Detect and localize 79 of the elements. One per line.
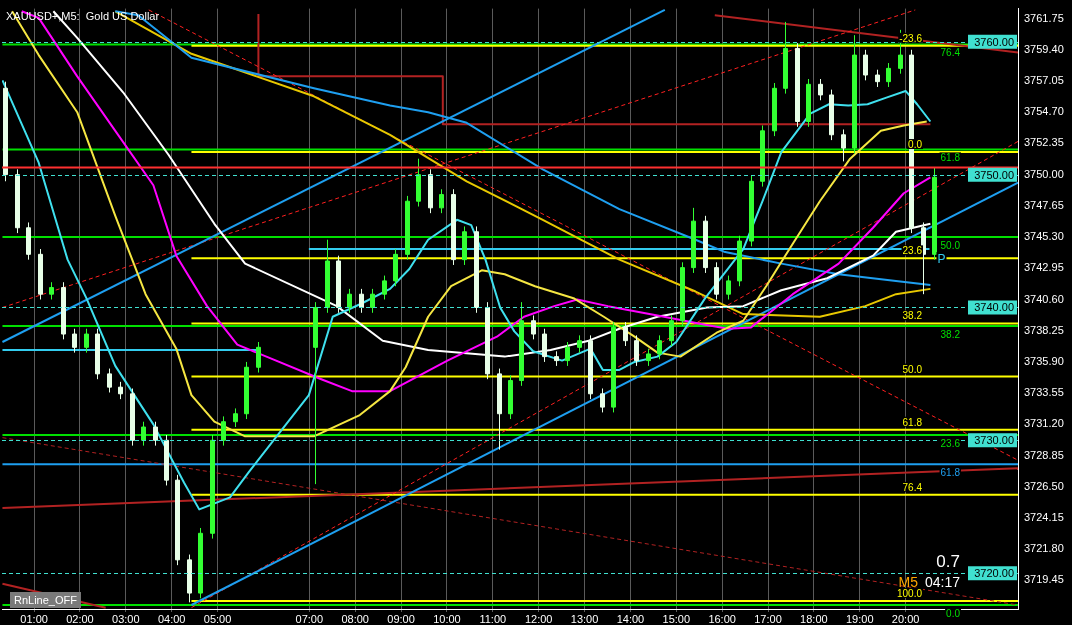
- series-label: 61.8: [940, 152, 961, 164]
- x-tick-label: 11:00: [479, 612, 507, 625]
- x-tick-label: 07:00: [295, 612, 324, 625]
- candlestick: [382, 275, 387, 300]
- candlestick: [474, 225, 479, 314]
- y-tick-label: 3747.65: [1024, 198, 1064, 211]
- x-tick-label: 09:00: [387, 612, 415, 625]
- x-tick-label: 04:00: [157, 612, 186, 625]
- y-tick-label: 3738.25: [1024, 323, 1064, 336]
- annotation: M5: [898, 574, 919, 590]
- annotation: 0.7: [936, 552, 960, 571]
- candlestick: [61, 281, 66, 340]
- x-tick-label: 19:00: [845, 612, 874, 625]
- candlestick: [187, 554, 192, 603]
- x-tick-label: 20:00: [891, 612, 920, 625]
- annotation: 04:17: [924, 574, 961, 590]
- series-label: 23.6: [902, 245, 923, 257]
- series-label: 76.4: [902, 481, 923, 493]
- y-tick-label: 3750.00: [1024, 167, 1064, 180]
- candlestick: [726, 275, 731, 300]
- series-label: P: [937, 252, 946, 267]
- y-tick-label: 3745.30: [1024, 230, 1064, 243]
- series-label: 50.0: [902, 363, 923, 375]
- candlestick: [221, 415, 226, 447]
- series-label: 100.0: [896, 588, 923, 600]
- y-tick-label: 3731.20: [1024, 417, 1064, 430]
- y-tick-label: 3724.15: [1024, 511, 1064, 524]
- candlestick: [130, 388, 135, 447]
- candlestick: [531, 314, 536, 340]
- ref-line-label: 3730.00: [974, 434, 1014, 447]
- y-tick-label: 3759.40: [1024, 42, 1064, 55]
- series-label: 61.8: [940, 467, 961, 479]
- series-label: 0.0: [908, 139, 923, 151]
- x-tick-label: 10:00: [433, 612, 461, 625]
- ref-line-label: 3740.00: [974, 301, 1014, 314]
- y-tick-label: 3757.05: [1024, 74, 1064, 87]
- x-tick-label: 12:00: [524, 612, 553, 625]
- candlestick: [841, 128, 846, 162]
- ref-line-label: 3750.00: [974, 168, 1014, 181]
- y-tick-label: 3761.75: [1024, 11, 1064, 24]
- ref-line-label: 3720.00: [974, 567, 1014, 580]
- series-label: -23.6: [899, 32, 923, 44]
- series-label: 0.0: [946, 608, 961, 620]
- x-tick-label: 15:00: [662, 612, 691, 625]
- candlestick: [107, 368, 112, 393]
- candlestick: [600, 388, 605, 413]
- candlestick: [714, 261, 719, 300]
- x-tick-label: 17:00: [754, 612, 782, 625]
- candlestick: [921, 221, 926, 295]
- y-tick-label: 3752.35: [1024, 136, 1064, 149]
- y-tick-label: 3719.45: [1024, 573, 1064, 586]
- y-tick-label: 3735.90: [1024, 354, 1064, 367]
- candlestick: [416, 158, 421, 208]
- x-tick-label: 05:00: [203, 612, 232, 625]
- series-label: 76.4: [940, 47, 961, 59]
- x-tick-label: 08:00: [341, 612, 369, 625]
- y-tick-label: 3742.95: [1024, 261, 1064, 274]
- y-tick-label: 3740.60: [1024, 292, 1064, 305]
- y-tick-label: 3728.85: [1024, 448, 1064, 461]
- annotation: RnLine_OFF: [14, 594, 78, 606]
- ref-line-label: 3760.00: [974, 35, 1014, 48]
- y-tick-label: 3726.50: [1024, 479, 1064, 492]
- x-tick-label: 01:00: [20, 612, 48, 625]
- x-tick-label: 18:00: [800, 612, 828, 625]
- y-tick-label: 3733.55: [1024, 386, 1064, 399]
- x-tick-label: 13:00: [570, 612, 599, 625]
- series-label: 38.2: [940, 329, 961, 341]
- y-tick-label: 3754.70: [1024, 105, 1064, 118]
- candlestick: [26, 221, 31, 261]
- x-tick-label: 02:00: [66, 612, 94, 625]
- series-label: 61.8: [902, 416, 923, 428]
- candlestick: [760, 124, 765, 188]
- x-tick-label: 14:00: [616, 612, 645, 625]
- x-tick-label: 03:00: [112, 612, 140, 625]
- series-label: 23.6: [940, 437, 961, 449]
- x-tick-label: 16:00: [708, 612, 736, 625]
- series-label: 38.2: [902, 310, 923, 322]
- y-tick-label: 3721.80: [1024, 542, 1064, 555]
- series-label: 50.0: [940, 240, 961, 252]
